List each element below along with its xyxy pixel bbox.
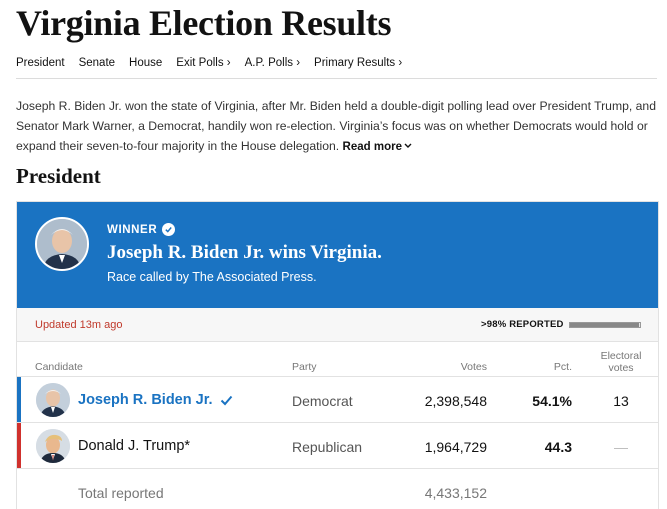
winner-avatar [35, 217, 89, 271]
candidate-votes: 1,964,729 [424, 439, 487, 455]
table-row: Joseph R. Biden Jr. Democrat 2,398,548 5… [17, 376, 658, 422]
table-row-total: Total reported 4,433,152 [17, 468, 658, 509]
total-votes: 4,433,152 [424, 485, 487, 501]
header-party: Party [292, 361, 317, 373]
updated-timestamp: Updated 13m ago [35, 319, 123, 331]
checkmark-icon [220, 395, 232, 405]
candidate-name: Donald J. Trump* [78, 438, 191, 454]
section-nav: President Senate House Exit Polls › A.P.… [16, 57, 416, 69]
read-more-link[interactable]: Read more [343, 141, 412, 153]
nav-ap-polls[interactable]: A.P. Polls › [244, 57, 301, 69]
candidate-party: Republican [292, 439, 363, 455]
nav-house[interactable]: House [129, 57, 163, 69]
table-row: Donald J. Trump* Republican 1,964,729 44… [17, 422, 658, 468]
page-title: Virginia Election Results [16, 3, 392, 43]
winner-banner: WINNER Joseph R. Biden Jr. wins Virginia… [17, 202, 658, 308]
nav-divider [16, 78, 657, 79]
candidate-electoral-votes: — [614, 439, 628, 455]
reported-progress-fill [570, 323, 639, 327]
header-pct: Pct. [553, 361, 572, 373]
candidate-party: Democrat [292, 393, 353, 409]
candidate-votes: 2,398,548 [424, 393, 487, 409]
reported-percentage: >98% REPORTED [481, 319, 564, 330]
section-title: President [16, 164, 101, 188]
nav-exit-polls[interactable]: Exit Polls › [176, 57, 231, 69]
header-candidate: Candidate [35, 361, 83, 373]
candidate-name: Joseph R. Biden Jr. [78, 392, 233, 408]
results-card: WINNER Joseph R. Biden Jr. wins Virginia… [16, 201, 659, 509]
reported-progress-bar [569, 322, 641, 328]
candidate-avatar [36, 429, 70, 463]
header-electoral-votes: Electoral votes [600, 350, 642, 374]
candidate-pct: 54.1% [532, 393, 572, 409]
winner-label: WINNER [107, 223, 176, 236]
candidate-electoral-votes: 13 [613, 393, 629, 409]
intro-text: Joseph R. Biden Jr. won the state of Vir… [16, 99, 656, 153]
nav-senate[interactable]: Senate [78, 57, 116, 69]
nav-president[interactable]: President [16, 57, 65, 69]
total-label: Total reported [78, 485, 164, 501]
check-icon [162, 223, 176, 236]
party-stripe [17, 377, 21, 422]
party-stripe [17, 423, 21, 468]
intro-paragraph: Joseph R. Biden Jr. won the state of Vir… [16, 96, 662, 157]
nav-primary-results[interactable]: Primary Results › [314, 57, 403, 69]
header-votes: Votes [460, 361, 487, 373]
race-called-text: Race called by The Associated Press. [107, 270, 317, 284]
status-bar: Updated 13m ago >98% REPORTED [17, 308, 658, 342]
candidate-pct: 44.3 [544, 439, 572, 455]
chevron-down-icon [404, 143, 412, 148]
winner-headline: Joseph R. Biden Jr. wins Virginia. [107, 242, 382, 263]
candidate-avatar [36, 383, 70, 417]
